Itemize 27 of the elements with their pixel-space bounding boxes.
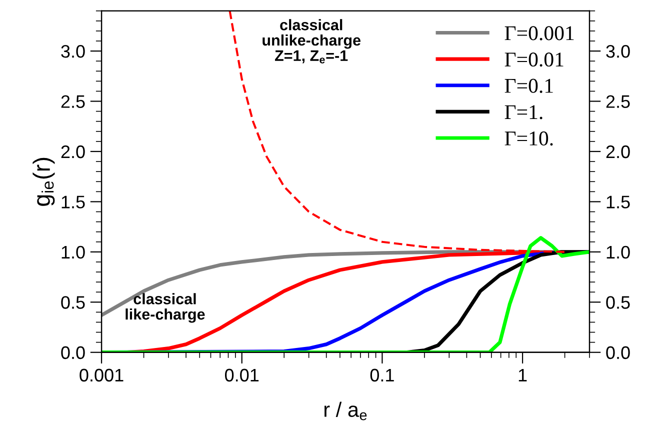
- y-tick-label: 3.0: [61, 44, 85, 58]
- x-tick-label: 0.001: [80, 368, 124, 382]
- legend-label: Γ=0.001: [504, 26, 574, 40]
- x-tick-label: 0.01: [225, 368, 259, 382]
- legend-label: Γ=1.: [504, 105, 542, 120]
- y2-tick-label: 3.0: [606, 44, 630, 58]
- y2-tick-label: 0.0: [606, 346, 630, 360]
- y2-tick-label: 0.5: [606, 296, 630, 309]
- y-tick-label: 0.0: [61, 346, 85, 360]
- legend-label: Γ=0.1: [504, 78, 553, 93]
- y-tick-label: 0.5: [61, 296, 85, 309]
- y-tick-label: 1.5: [62, 196, 85, 208]
- x-axis-title: r / a$_{e}$: [324, 402, 367, 420]
- y-axis-title: g$_{ie}$(r): [32, 158, 55, 206]
- y2-tick-label: 2.5: [606, 95, 630, 108]
- y2-tick-label: 1.5: [606, 196, 630, 208]
- x-tick-label: 1: [518, 368, 527, 382]
- y2-tick-label: 1.0: [606, 246, 630, 259]
- x-tick-label: 0.1: [370, 368, 394, 382]
- y-tick-label: 2.5: [61, 95, 85, 108]
- y-tick-label: 2.0: [61, 145, 85, 158]
- y2-tick-label: 2.0: [606, 145, 630, 158]
- annotation: classical like-charge: [126, 293, 205, 323]
- y-tick-label: 1.0: [62, 246, 85, 259]
- legend-label: Γ=0.01: [504, 52, 564, 67]
- annotation: classical unlike-charge Z=1, Z$_{e}$=-1: [262, 19, 361, 64]
- legend-label: Γ=10.: [504, 131, 553, 146]
